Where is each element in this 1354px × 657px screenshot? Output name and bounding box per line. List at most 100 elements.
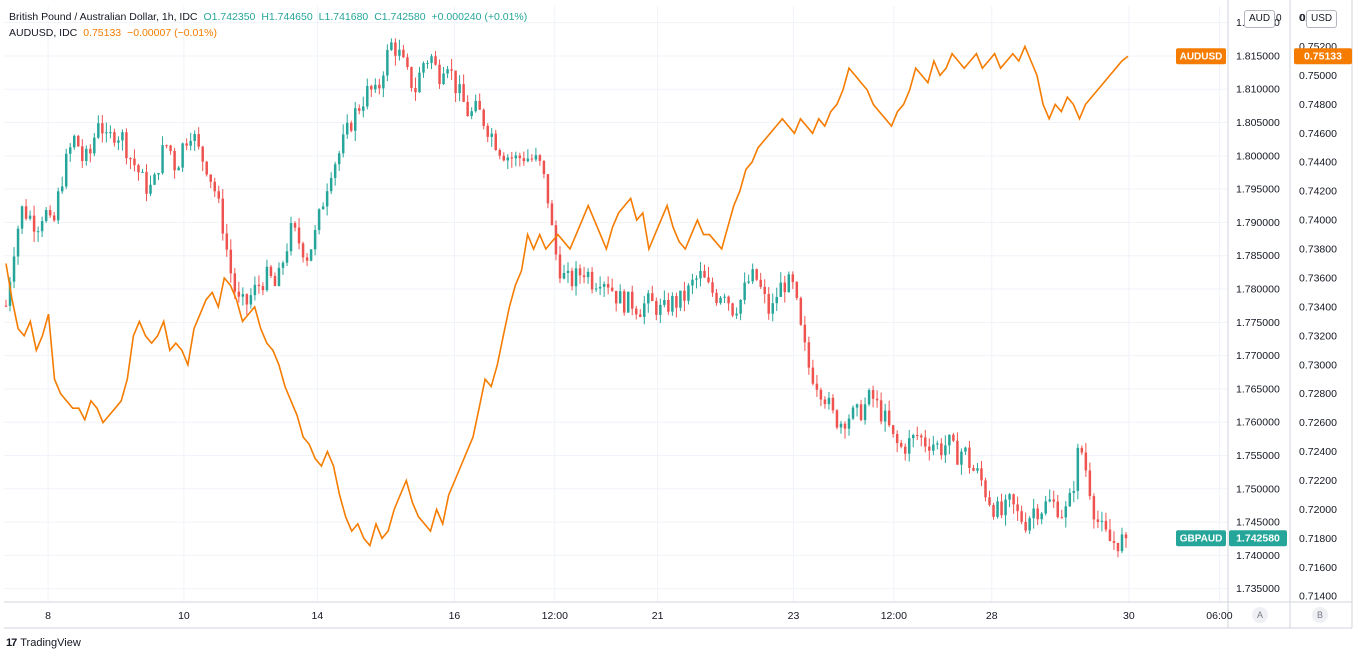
- candle-body: [1112, 541, 1116, 543]
- candle-body: [735, 313, 738, 316]
- y-right-tick-label: 0.73400: [1299, 301, 1337, 313]
- candle-body: [1108, 529, 1112, 542]
- candle-body: [213, 181, 216, 192]
- candle-body: [960, 451, 963, 465]
- candle-body: [426, 62, 429, 64]
- candle-body: [787, 274, 791, 293]
- candle-body: [490, 133, 493, 137]
- candle-body: [329, 177, 333, 192]
- candle-body: [976, 468, 979, 471]
- candle-body: [859, 404, 863, 421]
- y-right-tick-label: 0.72600: [1299, 417, 1337, 429]
- candle-body: [169, 145, 172, 151]
- candle-body: [980, 468, 983, 481]
- candle-body: [907, 438, 911, 454]
- candle-body: [225, 233, 229, 250]
- candle-body: [12, 256, 16, 282]
- candle-body: [992, 505, 995, 517]
- candle-body: [277, 267, 281, 287]
- candle-body: [1124, 534, 1128, 539]
- candle-body: [145, 171, 148, 194]
- candle-body: [791, 274, 795, 283]
- candle-body: [695, 278, 698, 280]
- tradingview-logo[interactable]: 17 TradingView: [6, 637, 81, 649]
- candle-body: [819, 389, 823, 400]
- y-left-tick-label: 1.740000: [1236, 550, 1280, 562]
- candle-body: [1028, 518, 1031, 531]
- candle-body: [297, 227, 301, 244]
- candle-body: [133, 158, 136, 166]
- candle-body: [97, 123, 100, 138]
- candle-body: [711, 282, 714, 293]
- y-right-tick-label: 0.74600: [1299, 128, 1337, 140]
- candle-body: [1000, 501, 1003, 516]
- candle-body: [795, 282, 799, 298]
- y-right-tick-label: 0.73200: [1299, 330, 1337, 342]
- right-axis-unit-button[interactable]: USD: [1306, 10, 1338, 28]
- candle-body: [647, 293, 650, 304]
- candle-body: [699, 270, 702, 279]
- candle-body: [759, 279, 762, 287]
- candle-body: [622, 291, 626, 313]
- x-tick-label: 14: [312, 610, 324, 622]
- candle-body: [767, 294, 770, 314]
- scale-b-button[interactable]: B: [1312, 607, 1328, 623]
- candle-body: [602, 283, 606, 287]
- y-left-tick-label: 1.795000: [1236, 184, 1280, 196]
- candle-body: [1012, 494, 1015, 505]
- right-axis-unit-prefix: 0: [1300, 13, 1306, 24]
- candle-body: [755, 269, 758, 280]
- candle-body: [771, 303, 774, 314]
- candle-body: [4, 305, 8, 307]
- candle-body: [293, 223, 297, 228]
- candle-body: [149, 184, 152, 194]
- candle-body: [606, 283, 610, 288]
- candle-body: [1068, 492, 1072, 507]
- x-tick-label: 28: [986, 610, 998, 622]
- grid-lines: [4, 6, 1228, 602]
- candle-body: [895, 433, 899, 443]
- left-axis-unit-button[interactable]: AUD: [1244, 10, 1276, 28]
- candle-body: [450, 69, 453, 71]
- candle-body: [815, 383, 819, 390]
- candle-body: [44, 210, 48, 222]
- candle-body: [241, 294, 245, 297]
- badge-label: AUDUSD: [1180, 52, 1223, 63]
- candle-body: [1092, 496, 1096, 520]
- candle-body: [988, 497, 991, 506]
- candle-body: [474, 100, 477, 112]
- y-left-tick-label: 1.760000: [1236, 417, 1280, 429]
- candle-body: [1088, 470, 1092, 497]
- candle-body: [466, 101, 469, 117]
- y-left-tick-label: 1.810000: [1236, 84, 1280, 96]
- candle-body: [430, 56, 433, 63]
- candle-body: [233, 273, 237, 292]
- candle-body: [558, 254, 562, 279]
- candle-body: [639, 314, 642, 317]
- candle-body: [518, 155, 522, 159]
- candle-body: [747, 281, 750, 283]
- candle-body: [590, 271, 594, 290]
- candle-body: [193, 134, 196, 141]
- candle-body: [614, 290, 618, 304]
- candle-body: [546, 174, 550, 204]
- candle-body: [703, 270, 706, 278]
- candle-body: [1072, 490, 1076, 493]
- legend-close: C1.742580: [374, 11, 426, 23]
- candle-body: [237, 291, 241, 297]
- tradingview-mark-icon: 17: [6, 637, 17, 649]
- candle-body: [281, 262, 285, 268]
- candle-body: [542, 160, 546, 175]
- auto-scale-button[interactable]: A: [1252, 607, 1268, 623]
- y-right-tick-label: 0.72000: [1299, 504, 1337, 516]
- candle-body: [952, 434, 955, 441]
- candle-body: [618, 291, 622, 304]
- candle-body: [205, 161, 208, 175]
- candle-body: [883, 410, 887, 422]
- candle-body: [414, 87, 417, 93]
- candle-body: [936, 443, 939, 445]
- candle-body: [1104, 520, 1108, 530]
- legend-change: +0.000240 (+0.01%): [431, 11, 528, 23]
- candle-body: [285, 251, 289, 263]
